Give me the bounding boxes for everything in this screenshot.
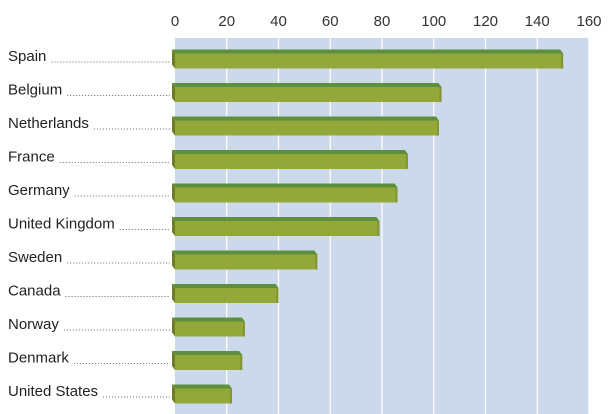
bar-top	[172, 49, 564, 54]
category-label: Netherlands	[8, 115, 89, 132]
bar-top	[172, 217, 380, 221]
bar-end	[439, 87, 442, 102]
x-tick-label: 100	[421, 13, 446, 30]
bar-front	[175, 87, 442, 102]
bar-front	[175, 321, 245, 337]
bar-top	[172, 150, 408, 154]
bar-top	[172, 384, 232, 389]
bar-bevel	[172, 351, 175, 370]
bar-end	[436, 120, 439, 136]
bar-bevel	[172, 150, 175, 169]
x-tick-label: 60	[322, 13, 339, 30]
bar-top	[172, 116, 439, 121]
bar-top	[172, 284, 279, 288]
x-axis-ticks: 0 20 40 60 80 100 120 140 160	[171, 13, 602, 30]
bar-bevel	[172, 384, 175, 404]
bar-bevel	[172, 116, 175, 136]
x-tick-label: 120	[473, 13, 498, 30]
bar-bevel	[172, 284, 175, 303]
x-tick-label: 20	[218, 13, 235, 30]
bar-top	[172, 250, 318, 255]
bar-front	[175, 154, 408, 169]
x-tick-label: 140	[525, 13, 550, 30]
bar-end	[276, 288, 279, 303]
bar-end	[405, 154, 408, 169]
bar	[172, 317, 245, 337]
x-tick-label: 40	[270, 13, 287, 30]
bar-bevel	[172, 183, 175, 203]
bar-top	[172, 83, 442, 87]
category-label: Belgium	[8, 81, 62, 98]
bar	[172, 83, 442, 102]
bar-bevel	[172, 83, 175, 102]
bar	[172, 49, 564, 69]
bar-front	[175, 288, 279, 303]
bar-bevel	[172, 49, 175, 69]
bar	[172, 217, 380, 236]
bar-bevel	[172, 317, 175, 337]
x-tick-label: 160	[576, 13, 601, 30]
bar-end	[315, 254, 318, 270]
bar-top	[172, 183, 398, 188]
bar-front	[175, 187, 398, 203]
bar	[172, 284, 279, 303]
bar-end	[240, 355, 243, 370]
bars	[172, 49, 564, 404]
bar-front	[175, 355, 243, 370]
bar	[172, 384, 232, 404]
bar	[172, 250, 318, 270]
bar-end	[229, 388, 232, 404]
bar-front	[175, 221, 380, 236]
bar	[172, 351, 243, 370]
bar-front	[175, 120, 439, 136]
category-label: United Kingdom	[8, 215, 115, 232]
bar-front	[175, 53, 564, 69]
category-label: Sweden	[8, 249, 62, 266]
bar-end	[561, 53, 564, 69]
category-label: Germany	[8, 182, 70, 199]
bar-top	[172, 351, 243, 355]
bar-end	[377, 221, 380, 236]
bar-end	[395, 187, 398, 203]
category-label: United States	[8, 383, 98, 400]
bar-bevel	[172, 217, 175, 236]
bar-end	[242, 321, 245, 337]
bar-bevel	[172, 250, 175, 270]
x-tick-label: 80	[374, 13, 391, 30]
category-label: Spain	[8, 48, 46, 65]
bar-front	[175, 388, 232, 404]
bar-top	[172, 317, 245, 322]
category-label: Denmark	[8, 349, 69, 366]
x-tick-label: 0	[171, 13, 179, 30]
category-label: Canada	[8, 282, 61, 299]
category-label: France	[8, 148, 55, 165]
bar	[172, 183, 398, 203]
category-labels: Spain Belgium Netherlands France Germany Unit…	[8, 48, 170, 400]
bar	[172, 150, 408, 169]
category-label: Norway	[8, 316, 59, 333]
bar	[172, 116, 439, 136]
bar-front	[175, 254, 318, 270]
